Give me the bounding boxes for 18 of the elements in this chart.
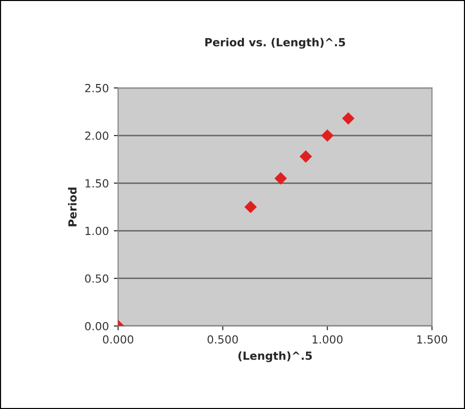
y-tick-label: 0.50 xyxy=(85,274,108,283)
point xyxy=(342,112,354,125)
y-tick-label: 1.00 xyxy=(86,226,108,236)
y-tick-label: 2.00 xyxy=(85,132,108,140)
y-axis-title: Period xyxy=(68,188,77,226)
x-tick-label: 0.500 xyxy=(208,335,238,344)
chart-title: Period vs. (Length)^.5 xyxy=(205,38,346,49)
x-axis-title: (Length)^.5 xyxy=(238,351,312,362)
point xyxy=(244,200,257,214)
x-tick-label: 1.000 xyxy=(312,335,343,344)
point xyxy=(274,172,287,185)
y-tick-label: 2.50 xyxy=(85,84,108,92)
point xyxy=(300,150,312,163)
y-tick-label: 0.00 xyxy=(85,322,108,330)
x-tick-label: 1.500 xyxy=(417,335,448,344)
point xyxy=(321,129,334,142)
x-tick-label: 0.000 xyxy=(102,335,134,344)
y-tick-label: 1.50 xyxy=(86,179,108,188)
